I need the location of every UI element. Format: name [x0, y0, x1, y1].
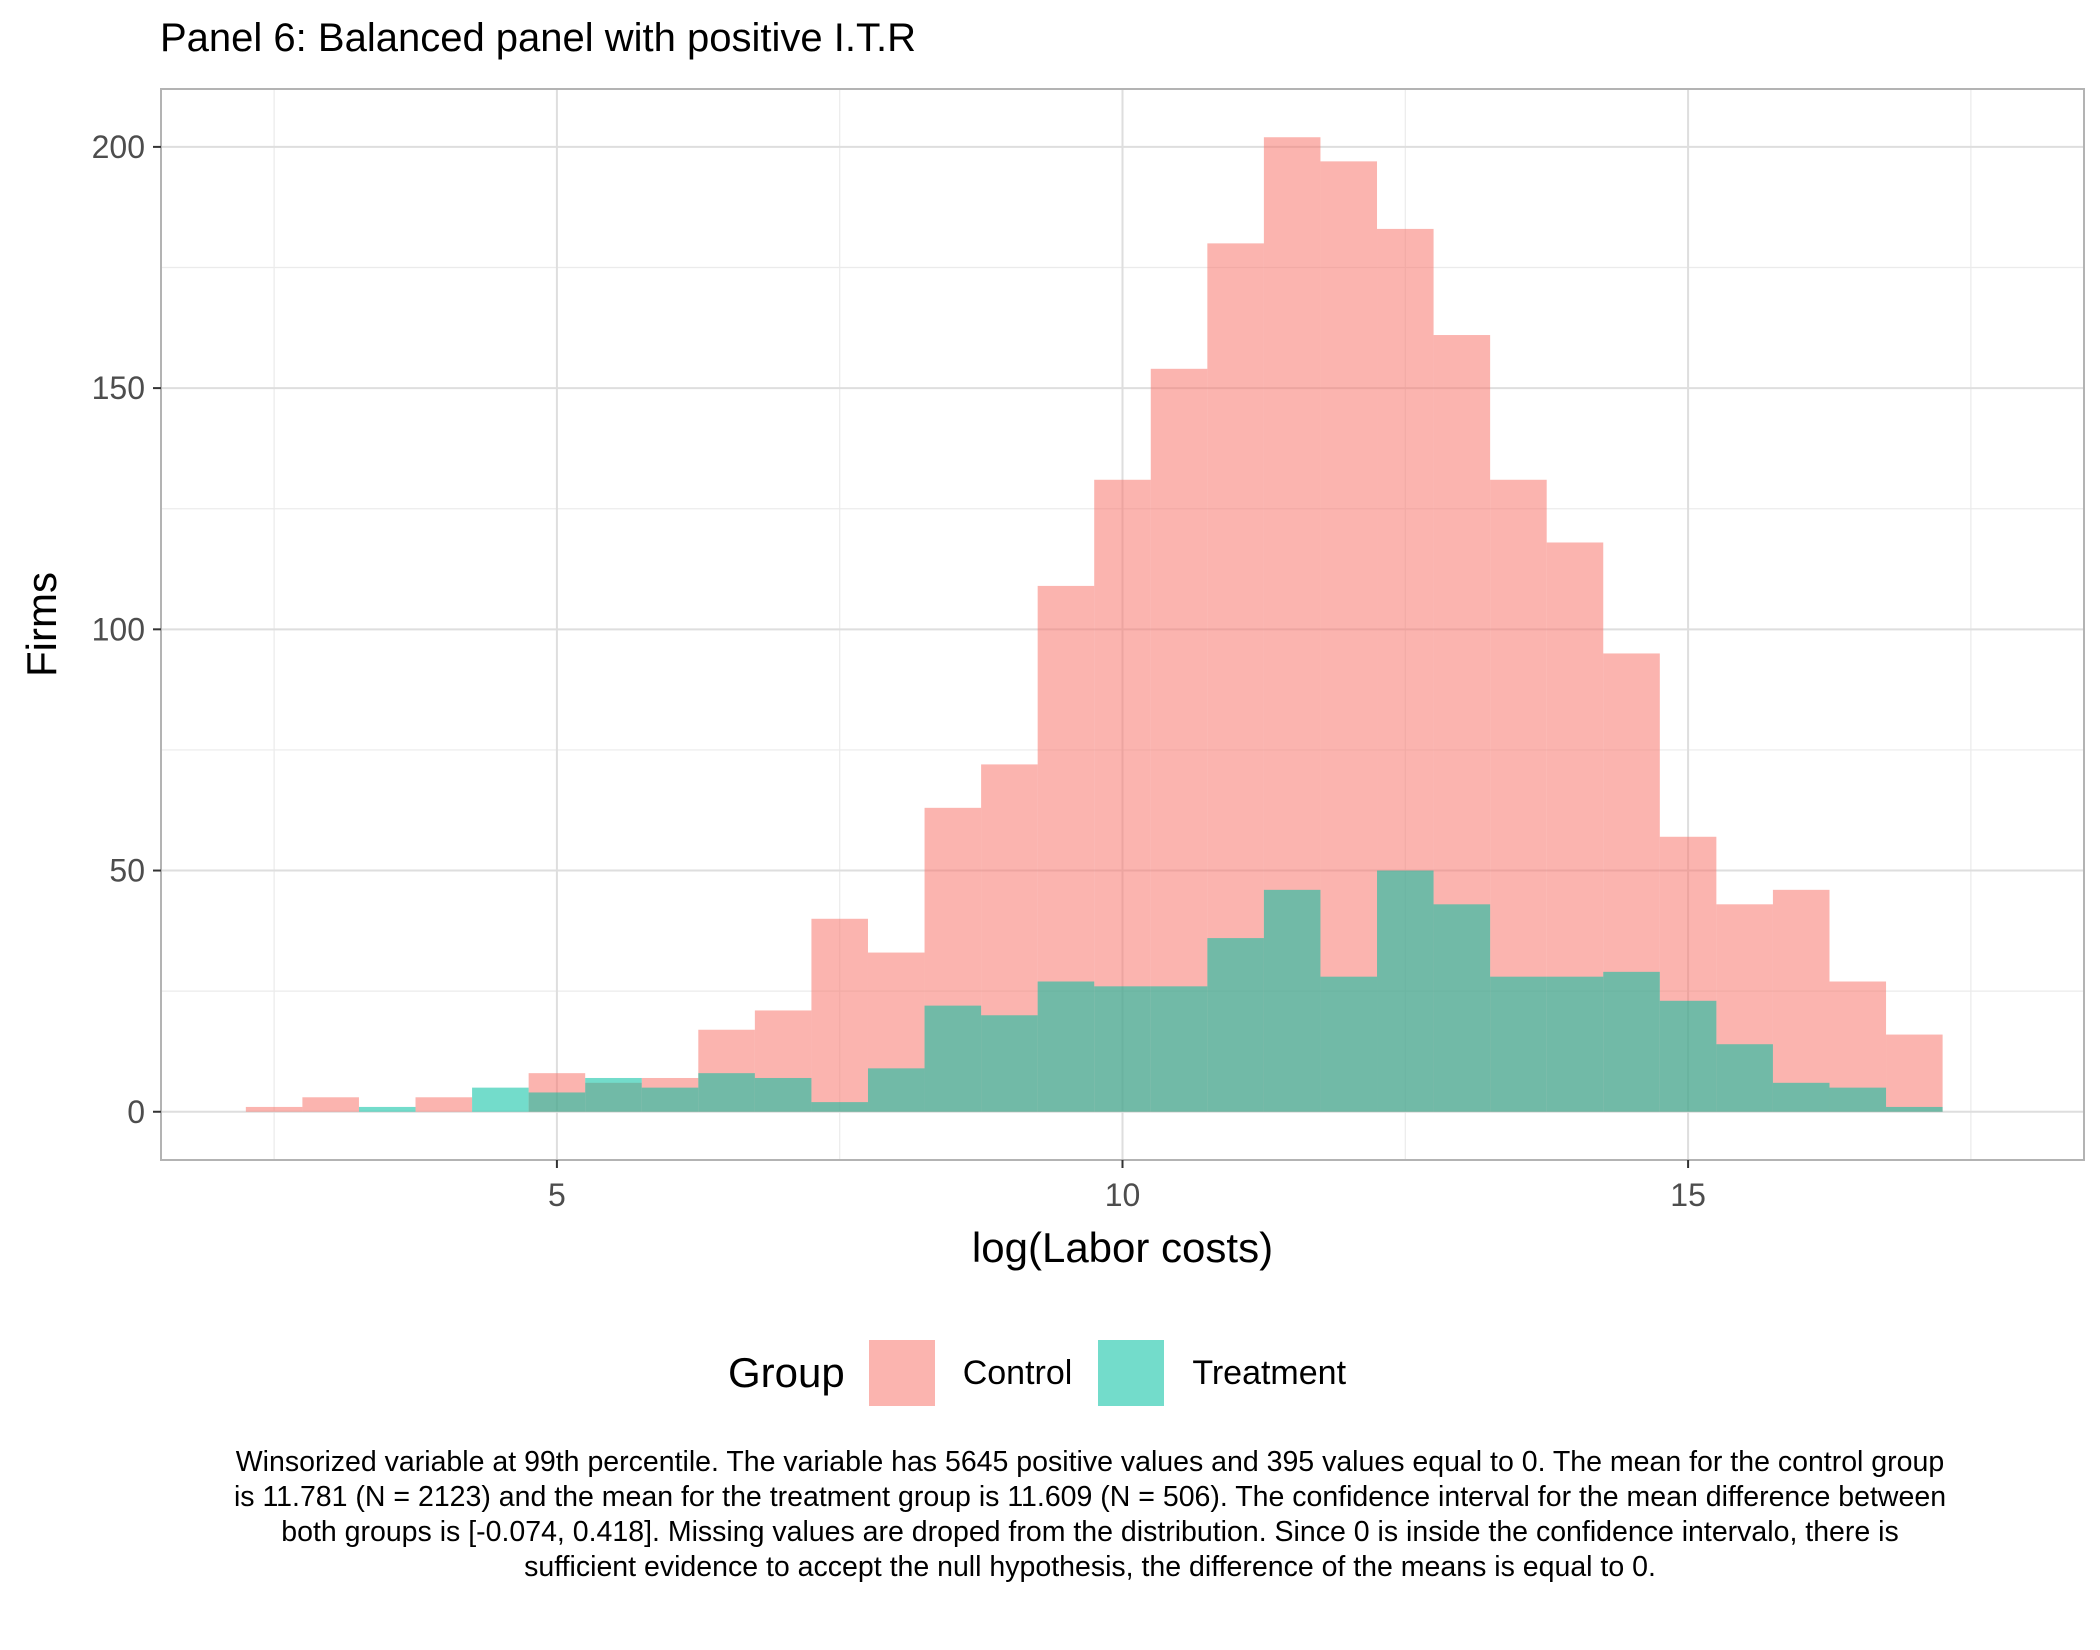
bar-control [811, 918, 868, 1112]
y-tick-label: 150 [92, 370, 145, 406]
bar-treatment [811, 1102, 868, 1112]
bar-treatment [528, 1092, 586, 1112]
legend-swatch-treatment [1098, 1340, 1165, 1406]
bar-control [245, 1106, 303, 1112]
bar-treatment [1603, 971, 1660, 1112]
legend-label-treatment: Treatment [1192, 1353, 1347, 1392]
bar-treatment [1490, 976, 1547, 1112]
legend-swatch-control [868, 1340, 935, 1406]
bar-treatment [358, 1106, 416, 1112]
axis-ticks: 0 50 100 150 200 5 10 15 [92, 129, 1706, 1213]
y-tick-label: 200 [92, 129, 145, 165]
bar-treatment [1207, 938, 1264, 1112]
legend-item-control: Control [868, 1340, 1073, 1406]
bar-treatment [1772, 1082, 1830, 1112]
chart-title: Panel 6: Balanced panel with positive I.… [160, 16, 916, 60]
histogram-bars [245, 137, 1943, 1112]
bar-control [302, 1097, 359, 1112]
bar-treatment [698, 1073, 755, 1112]
bar-control [1772, 889, 1830, 1112]
y-axis-title: Firms [18, 572, 65, 677]
x-tick-label: 10 [1105, 1177, 1141, 1213]
bar-treatment [1716, 1044, 1773, 1112]
bar-treatment [641, 1087, 699, 1112]
bar-treatment [1320, 976, 1378, 1112]
bar-treatment [1546, 976, 1604, 1112]
bar-treatment [1659, 1000, 1717, 1112]
legend-title: Group [727, 1349, 845, 1396]
bar-treatment [924, 1005, 982, 1112]
bar-treatment [981, 1015, 1038, 1112]
x-tick-label: 5 [548, 1177, 566, 1213]
bar-control [1320, 161, 1378, 1112]
bar-treatment [1037, 981, 1095, 1112]
x-tick-label: 15 [1670, 1177, 1706, 1213]
bar-treatment [1829, 1087, 1887, 1112]
bar-control [1886, 1034, 1943, 1112]
bar-treatment [585, 1077, 642, 1112]
bar-treatment [1886, 1106, 1943, 1112]
y-tick-label: 0 [127, 1094, 145, 1130]
legend: Group Control Treatment [0, 1338, 2100, 1408]
bar-treatment [1377, 870, 1434, 1112]
bar-treatment [1263, 889, 1321, 1112]
y-tick-label: 100 [92, 611, 145, 647]
x-axis-title: log(Labor costs) [972, 1224, 1273, 1271]
chart-caption: Winsorized variable at 99th percentile. … [233, 1446, 1947, 1583]
bar-treatment [1094, 986, 1151, 1112]
bar-treatment [754, 1077, 812, 1112]
bar-treatment [1150, 986, 1208, 1112]
legend-label-control: Control [962, 1353, 1073, 1392]
legend-item-treatment: Treatment [1098, 1340, 1346, 1406]
bar-treatment [867, 1068, 925, 1112]
bar-treatment [472, 1087, 529, 1112]
y-tick-label: 50 [109, 853, 145, 889]
bar-control [415, 1097, 473, 1112]
bar-treatment [1433, 904, 1491, 1112]
